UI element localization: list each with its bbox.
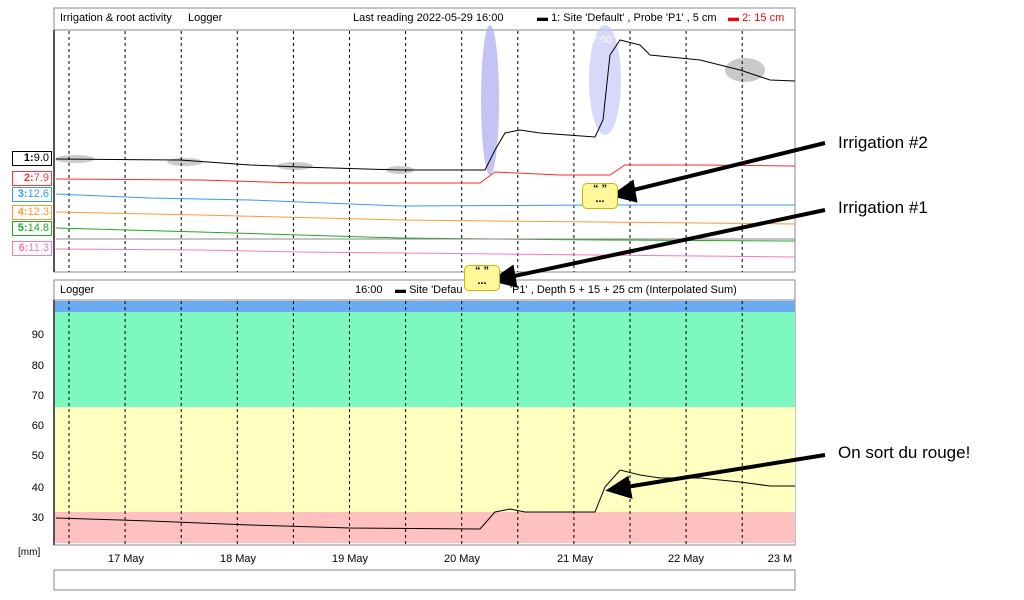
series-3-line	[55, 193, 795, 207]
annotation-red-zone: On sort du rouge!	[838, 443, 971, 462]
top-title: Irrigation & root activity	[60, 12, 172, 24]
annotation-irrigation-2: Irrigation #2	[838, 133, 928, 152]
y-tick: 90	[31, 329, 44, 341]
date-label: 19 May	[331, 553, 369, 565]
y-tick: 60	[31, 420, 44, 432]
comment-bubble-1[interactable]: “ ”...	[464, 265, 500, 291]
y-tick: 30	[31, 512, 44, 524]
zone-green	[55, 312, 795, 407]
legend-series-2[interactable]: ▬ 2: 15 cm	[728, 12, 785, 24]
y-tick: 70	[31, 390, 44, 402]
sensor-badge-4[interactable]: 4:12.3	[12, 205, 52, 220]
series-5-line	[55, 227, 796, 242]
bottom-legend-rest: 'P1' , Depth 5 + 15 + 25 cm (Interpolate…	[510, 284, 737, 296]
date-label: 22 May	[667, 553, 705, 565]
bottom-legend[interactable]: ▬ Site 'Defau	[395, 284, 463, 296]
irrigation-marker-1	[481, 25, 499, 175]
legend-series-1[interactable]: ▬ 1: Site 'Default' , Probe 'P1' , 5 cm	[537, 12, 717, 24]
time-marker: 7:00	[592, 35, 612, 46]
series-1-line	[55, 39, 796, 171]
zone-blue	[55, 301, 795, 312]
date-label: 21 May	[556, 553, 594, 565]
sensor-badge-1[interactable]: 1:9.0	[12, 151, 52, 166]
y-tick: 50	[31, 450, 44, 462]
top-logger: Logger	[188, 12, 223, 24]
y-tick: 40	[31, 482, 44, 494]
date-label: 18 May	[219, 553, 257, 565]
y-tick: 80	[31, 360, 44, 372]
series-6-line	[55, 248, 796, 258]
last-reading: Last reading 2022-05-29 16:00	[353, 12, 504, 24]
date-label: 17 May	[107, 553, 145, 565]
comment-bubble-2[interactable]: “ ”...	[582, 183, 618, 209]
sensor-badge-5[interactable]: 5:14.8	[12, 221, 52, 236]
bottom-logger: Logger	[60, 284, 95, 296]
sum-line	[55, 469, 795, 530]
sensor-badge-3[interactable]: 3:12.6	[12, 187, 52, 202]
zone-red	[55, 512, 795, 543]
annotation-irrigation-1: Irrigation #1	[838, 198, 928, 217]
sensor-badge-2[interactable]: 2:7.9	[12, 171, 52, 186]
bottom-time: 16:00	[355, 284, 383, 296]
sensor-badge-6[interactable]: 6:11.3	[12, 241, 52, 256]
series-4-line	[55, 211, 796, 225]
irrigation-marker-2	[589, 25, 621, 135]
zone-yellow	[55, 407, 795, 512]
unit-label: [mm]	[18, 547, 41, 558]
series-2-line	[55, 164, 796, 184]
date-label: 20 May	[443, 553, 481, 565]
date-label: 23 M	[767, 553, 793, 565]
